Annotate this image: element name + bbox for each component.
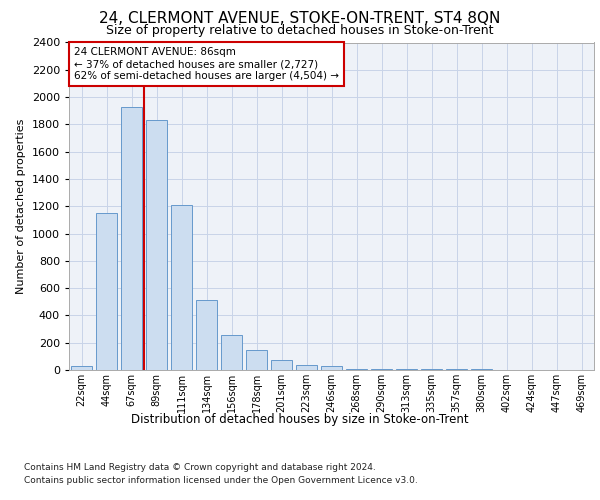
Bar <box>146 120 167 370</box>
Bar <box>196 300 217 370</box>
Bar <box>221 334 242 370</box>
Text: 24 CLERMONT AVENUE: 86sqm
← 37% of detached houses are smaller (2,727)
62% of se: 24 CLERMONT AVENUE: 86sqm ← 37% of detac… <box>74 48 339 80</box>
Text: Distribution of detached houses by size in Stoke-on-Trent: Distribution of detached houses by size … <box>131 412 469 426</box>
Bar <box>246 350 267 370</box>
Bar <box>296 364 317 370</box>
Bar <box>171 205 192 370</box>
Text: Contains public sector information licensed under the Open Government Licence v3: Contains public sector information licen… <box>24 476 418 485</box>
Text: Contains HM Land Registry data © Crown copyright and database right 2024.: Contains HM Land Registry data © Crown c… <box>24 462 376 471</box>
Bar <box>271 360 292 370</box>
Bar <box>396 368 417 370</box>
Bar <box>321 366 342 370</box>
Bar <box>96 213 117 370</box>
Bar <box>121 106 142 370</box>
Text: 24, CLERMONT AVENUE, STOKE-ON-TRENT, ST4 8QN: 24, CLERMONT AVENUE, STOKE-ON-TRENT, ST4… <box>100 11 500 26</box>
Y-axis label: Number of detached properties: Number of detached properties <box>16 118 26 294</box>
Bar <box>71 366 92 370</box>
Bar <box>346 368 367 370</box>
Text: Size of property relative to detached houses in Stoke-on-Trent: Size of property relative to detached ho… <box>106 24 494 37</box>
